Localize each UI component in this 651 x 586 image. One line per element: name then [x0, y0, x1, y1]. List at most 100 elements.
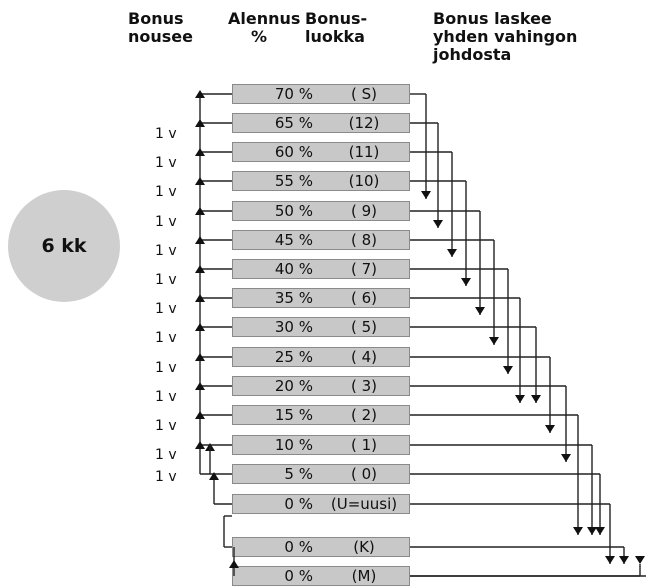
arrow-down-icon	[573, 527, 583, 535]
bonus-row: 0 % (U=uusi)	[232, 494, 410, 514]
bonus-class-value: (M)	[351, 567, 377, 585]
arrow-up-icon	[195, 265, 205, 273]
header-bonus-down: Bonus laskee yhden vahingon johdosta	[433, 9, 578, 64]
year-label: 1 v	[155, 243, 177, 259]
discount-value: 10 %	[274, 436, 313, 454]
year-label: 1 v	[155, 418, 177, 434]
discount-value: 55 %	[274, 172, 313, 190]
arrow-up-icon	[195, 177, 205, 185]
bonus-class-value: (U=uusi)	[330, 495, 398, 513]
arrow-down-icon	[619, 556, 629, 564]
arrow-down-icon	[587, 527, 597, 535]
arrow-up-icon	[195, 148, 205, 156]
bonus-row: 15 % ( 2)	[232, 405, 410, 425]
year-label: 1 v	[155, 360, 177, 376]
year-label: 1 v	[155, 389, 177, 405]
discount-value: 40 %	[274, 260, 313, 278]
arrow-up-icon	[229, 560, 239, 568]
year-label: 1 v	[155, 301, 177, 317]
year-label: 1 v	[155, 469, 177, 485]
discount-value: 15 %	[274, 406, 313, 424]
arrow-down-icon	[635, 556, 645, 564]
arrow-up-icon	[195, 382, 205, 390]
header-bonus-up: Bonus nousee	[128, 9, 193, 46]
discount-value: 70 %	[274, 85, 313, 103]
period-badge-label: 6 kk	[41, 235, 87, 257]
bonus-class-value: ( 8)	[350, 231, 377, 249]
year-label: 1 v	[155, 126, 177, 142]
arrow-up-icon	[195, 90, 205, 98]
arrow-up-icon	[195, 323, 205, 331]
discount-value: 50 %	[274, 202, 313, 220]
discount-value: 25 %	[274, 348, 313, 366]
arrow-up-icon	[195, 119, 205, 127]
bonus-class-value: ( 2)	[350, 406, 377, 424]
arrow-down-icon	[605, 556, 615, 564]
arrow-down-icon	[545, 425, 555, 433]
bonus-row: 70 % ( S)	[232, 84, 410, 104]
arrow-up-icon	[195, 207, 205, 215]
bonus-class-value: ( 4)	[350, 348, 377, 366]
discount-value: 60 %	[274, 143, 313, 161]
bonus-row: 5 % ( 0)	[232, 464, 410, 484]
bonus-row: 20 % ( 3)	[232, 376, 410, 396]
bonus-class-value: ( 9)	[350, 202, 377, 220]
year-label: 1 v	[155, 155, 177, 171]
header-bonus-class: Bonus- luokka	[305, 9, 368, 46]
bonus-row: 0 % (K)	[232, 537, 410, 557]
bonus-class-value: ( S)	[351, 85, 377, 103]
bonus-row: 35 % ( 6)	[232, 288, 410, 308]
bonus-row: 60 % (11)	[232, 142, 410, 162]
arrow-up-icon	[195, 294, 205, 302]
bonus-row: 50 % ( 9)	[232, 201, 410, 221]
header-discount: Alennus %	[228, 9, 301, 46]
discount-value: 0 %	[284, 567, 313, 585]
discount-value: 30 %	[274, 318, 313, 336]
arrow-down-icon	[447, 249, 457, 257]
year-label: 1 v	[155, 447, 177, 463]
discount-value: 65 %	[274, 114, 313, 132]
arrow-up-icon	[195, 353, 205, 361]
arrow-down-icon	[561, 454, 571, 462]
year-label: 1 v	[155, 330, 177, 346]
arrow-down-icon	[503, 366, 513, 374]
arrow-down-icon	[595, 527, 605, 535]
discount-value: 0 %	[284, 495, 313, 513]
bonus-class-value: ( 6)	[350, 289, 377, 307]
bonus-class-value: (11)	[348, 143, 380, 161]
bonus-row: 55 % (10)	[232, 171, 410, 191]
bonus-row: 10 % ( 1)	[232, 435, 410, 455]
bonus-row: 25 % ( 4)	[232, 347, 410, 367]
arrow-down-icon	[475, 307, 485, 315]
bonus-row: 30 % ( 5)	[232, 317, 410, 337]
bonus-class-value: ( 7)	[350, 260, 377, 278]
bonus-class-value: ( 0)	[350, 465, 377, 483]
arrow-down-icon	[461, 278, 471, 286]
bonus-row: 40 % ( 7)	[232, 259, 410, 279]
arrow-down-icon	[433, 220, 443, 228]
year-label: 1 v	[155, 214, 177, 230]
discount-value: 20 %	[274, 377, 313, 395]
bonus-class-value: ( 5)	[350, 318, 377, 336]
arrow-up-icon	[195, 441, 205, 449]
discount-value: 5 %	[284, 465, 313, 483]
bonus-class-value: (10)	[348, 172, 380, 190]
bonus-class-value: (12)	[348, 114, 380, 132]
arrow-down-icon	[531, 395, 541, 403]
discount-value: 45 %	[274, 231, 313, 249]
bonus-row: 65 % (12)	[232, 113, 410, 133]
discount-value: 0 %	[284, 538, 313, 556]
arrow-up-icon	[195, 236, 205, 244]
year-label: 1 v	[155, 184, 177, 200]
discount-value: 35 %	[274, 289, 313, 307]
arrow-down-icon	[489, 337, 499, 345]
year-label: 1 v	[155, 272, 177, 288]
bonus-class-value: ( 3)	[350, 377, 377, 395]
bonus-class-value: ( 1)	[350, 436, 377, 454]
period-badge: 6 kk	[8, 190, 120, 302]
bonus-row: 45 % ( 8)	[232, 230, 410, 250]
arrow-down-icon	[515, 395, 525, 403]
arrow-up-icon	[209, 472, 219, 480]
bonus-class-value: (K)	[353, 538, 375, 556]
